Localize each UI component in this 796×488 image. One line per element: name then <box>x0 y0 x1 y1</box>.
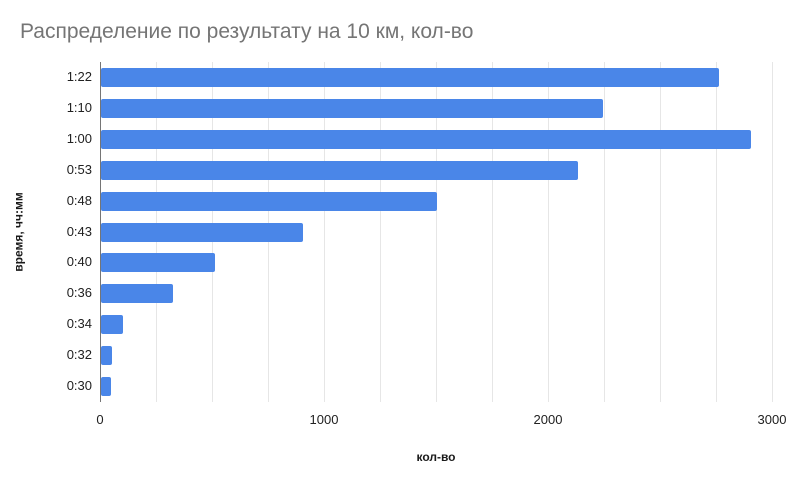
bar <box>101 98 603 118</box>
bar <box>101 160 579 180</box>
category-label: 0:48 <box>66 192 92 208</box>
gridline <box>324 62 325 402</box>
bar <box>101 315 124 335</box>
gridline <box>492 62 493 402</box>
gridline <box>604 62 605 402</box>
gridline <box>772 62 773 402</box>
category-labels: 1:22 1:10 1:00 0:53 0:48 0:43 0:40 0:36 0:34 0:32… <box>0 62 92 402</box>
category-label: 0:43 <box>66 223 92 239</box>
chart-title: Распределение по результату на 10 км, ко… <box>20 20 474 43</box>
bar <box>101 284 173 304</box>
x-tick-labels: 0 1000 2000 3000 <box>96 412 786 428</box>
x-tick-label: 2000 <box>533 412 563 427</box>
category-label: 0:32 <box>66 347 92 363</box>
category-label: 0:36 <box>66 285 92 301</box>
category-label: 0:53 <box>66 161 92 177</box>
category-label: 0:30 <box>66 378 92 394</box>
axis-baseline <box>100 62 101 402</box>
bar <box>101 253 216 273</box>
bar <box>101 222 303 242</box>
bar <box>101 129 751 149</box>
x-tick-label: 1000 <box>309 412 339 427</box>
category-label: 0:34 <box>66 316 92 332</box>
gridline <box>660 62 661 402</box>
category-label: 1:10 <box>66 99 92 115</box>
category-label: 1:22 <box>66 69 92 84</box>
x-tick-label: 0 <box>96 412 104 427</box>
category-label: 1:00 <box>66 130 92 146</box>
gridline <box>436 62 437 402</box>
x-tick-label: 3000 <box>757 412 787 427</box>
bar <box>101 377 112 397</box>
gridline <box>716 62 717 402</box>
bar <box>101 346 113 366</box>
x-axis-title: кол-во <box>416 450 456 464</box>
gridline <box>380 62 381 402</box>
category-label: 0:40 <box>66 254 92 270</box>
gridline <box>548 62 549 402</box>
bar <box>101 191 437 211</box>
plot-area <box>100 62 773 402</box>
bar <box>101 67 720 87</box>
